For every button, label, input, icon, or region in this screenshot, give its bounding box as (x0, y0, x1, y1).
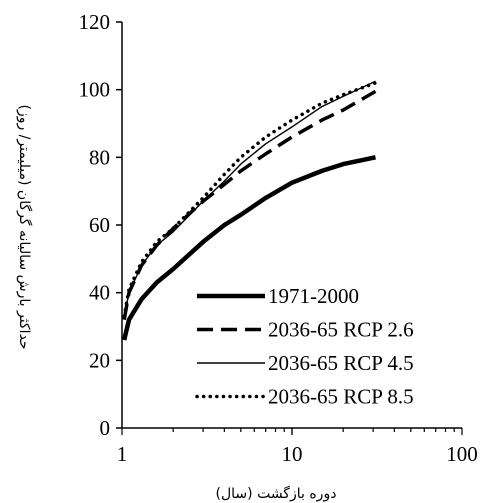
y-tick-label: 100 (79, 78, 111, 102)
x-tick-label: 1 (117, 442, 128, 466)
legend-label-2: 2036-65 RCP 2.6 (268, 318, 414, 342)
y-tick-label: 20 (89, 348, 110, 372)
y-tick-label: 0 (100, 416, 111, 440)
x-axis-title: دوره بازگشت (سال) (216, 485, 337, 502)
series-line-3 (123, 80, 376, 317)
x-tick-label: 100 (446, 442, 478, 466)
legend-label-3: 2036-65 RCP 4.5 (268, 351, 414, 375)
series-line-1 (122, 155, 376, 341)
series-line-4 (122, 81, 378, 319)
legend-label-1: 1971-2000 (268, 284, 359, 308)
y-axis-title: حداکثر بارش سالیانه گرگان (میلیمتر/ روز) (16, 104, 33, 349)
x-tick-label: 10 (282, 442, 303, 466)
plot-lines (122, 80, 378, 341)
legend: 1971-2000 2036-65 RCP 2.6 2036-65 RCP 4.5 2… (195, 284, 414, 409)
y-tick-label: 120 (79, 10, 111, 34)
legend-label-4: 2036-65 RCP 8.5 (268, 385, 414, 409)
axes (116, 21, 463, 435)
y-tick-label: 80 (89, 145, 110, 169)
y-tick-label: 60 (89, 213, 110, 237)
y-tick-label: 40 (89, 281, 110, 305)
